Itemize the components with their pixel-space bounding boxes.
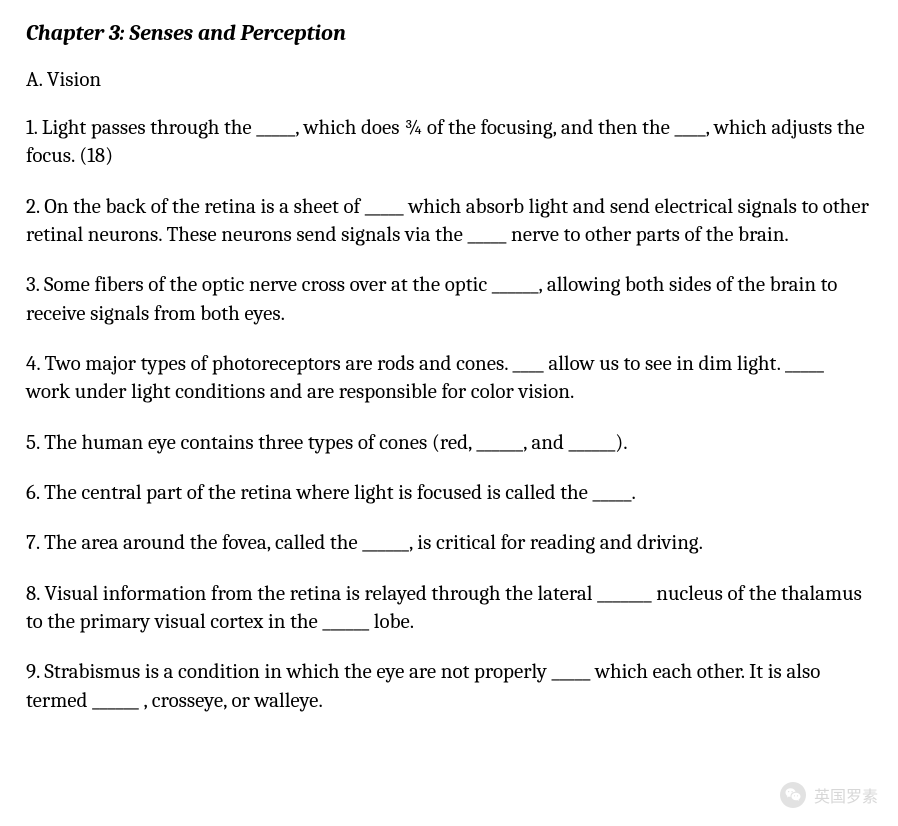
watermark: 英国罗素 bbox=[780, 782, 878, 808]
question-9: 9. Strabismus is a condition in which th… bbox=[26, 658, 872, 715]
question-8: 8. Visual information from the retina is… bbox=[26, 580, 872, 637]
question-6: 6. The central part of the retina where … bbox=[26, 479, 872, 507]
question-3: 3. Some fibers of the optic nerve cross … bbox=[26, 271, 872, 328]
chapter-title: Chapter 3: Senses and Perception bbox=[26, 20, 872, 46]
watermark-text: 英国罗素 bbox=[814, 783, 878, 807]
question-5: 5. The human eye contains three types of… bbox=[26, 429, 872, 457]
section-heading: A. Vision bbox=[26, 68, 872, 92]
question-7: 7. The area around the fovea, called the… bbox=[26, 529, 872, 557]
question-4: 4. Two major types of photoreceptors are… bbox=[26, 350, 872, 407]
question-2: 2. On the back of the retina is a sheet … bbox=[26, 193, 872, 250]
question-1: 1. Light passes through the _____, which… bbox=[26, 114, 872, 171]
wechat-icon bbox=[780, 782, 806, 808]
